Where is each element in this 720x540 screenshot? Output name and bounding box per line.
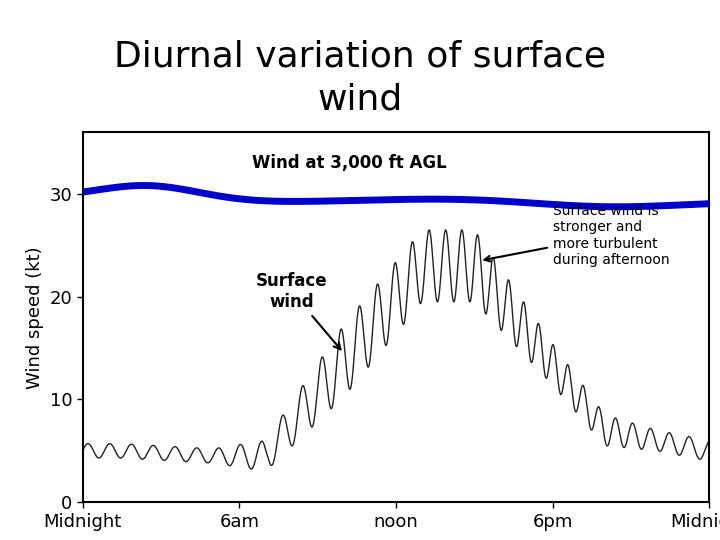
Text: Surface
wind: Surface wind [256, 272, 341, 349]
Text: Surface wind is
stronger and
more turbulent
during afternoon: Surface wind is stronger and more turbul… [485, 204, 669, 267]
Text: Wind at 3,000 ft AGL: Wind at 3,000 ft AGL [253, 154, 447, 172]
Text: Diurnal variation of surface: Diurnal variation of surface [114, 40, 606, 73]
Y-axis label: Wind speed (kt): Wind speed (kt) [26, 246, 44, 389]
Text: wind: wind [318, 83, 402, 117]
